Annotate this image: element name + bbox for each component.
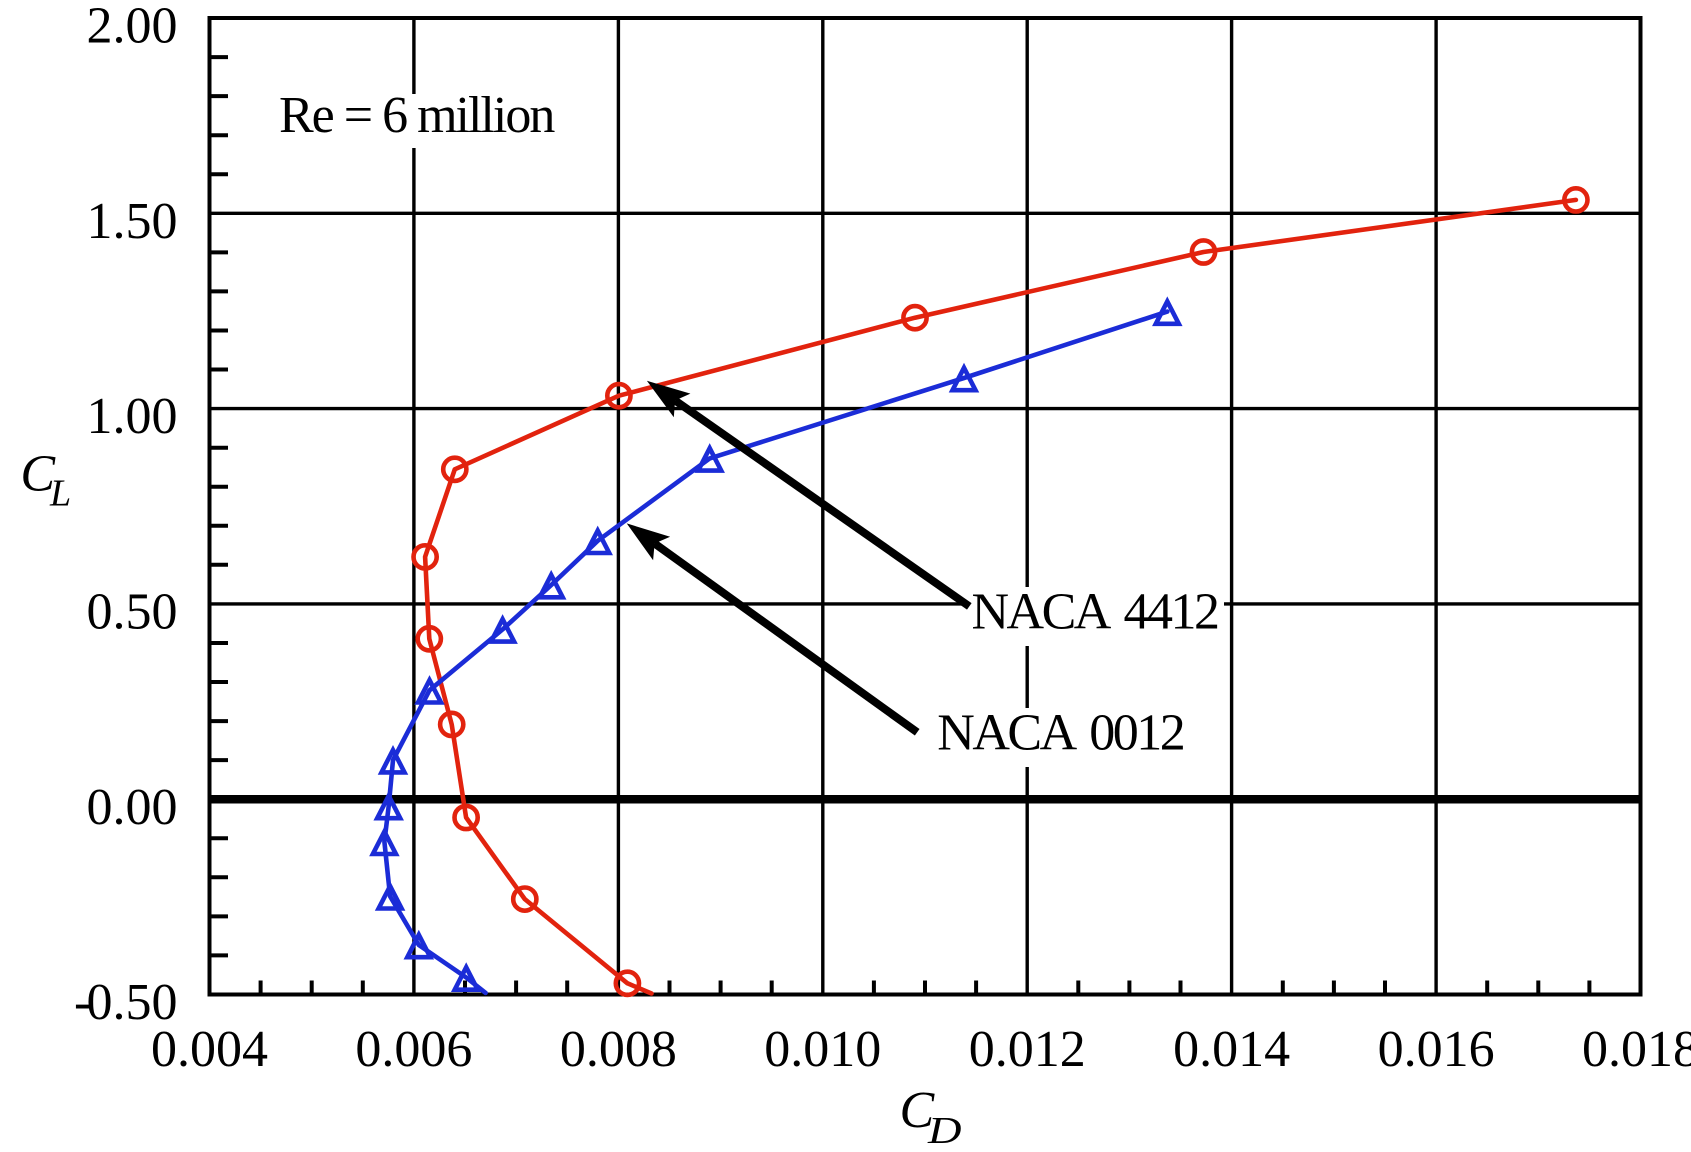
svg-text:0.016: 0.016 bbox=[1378, 1021, 1495, 1078]
svg-text:C: C bbox=[20, 446, 56, 503]
svg-text:0.018: 0.018 bbox=[1582, 1021, 1691, 1078]
svg-text:L: L bbox=[49, 473, 71, 515]
svg-text:0.50: 0.50 bbox=[87, 584, 178, 641]
svg-text:0.004: 0.004 bbox=[151, 1021, 268, 1078]
svg-text:NACA 4412: NACA 4412 bbox=[972, 584, 1218, 641]
svg-text:0.012: 0.012 bbox=[969, 1021, 1086, 1078]
svg-text:0.008: 0.008 bbox=[560, 1021, 677, 1078]
svg-text:0.50: 0.50 bbox=[87, 974, 178, 1031]
svg-text:0.014: 0.014 bbox=[1173, 1021, 1290, 1078]
svg-text:0.010: 0.010 bbox=[764, 1021, 881, 1078]
svg-text:C: C bbox=[900, 1082, 936, 1139]
svg-text:1.00: 1.00 bbox=[87, 388, 178, 445]
svg-text:0.006: 0.006 bbox=[355, 1021, 472, 1078]
svg-text:D: D bbox=[927, 1110, 962, 1152]
svg-text:NACA 0012: NACA 0012 bbox=[937, 705, 1183, 762]
svg-text:Re = 6 million: Re = 6 million bbox=[279, 87, 555, 144]
svg-text:1.50: 1.50 bbox=[87, 193, 178, 250]
svg-text:-: - bbox=[74, 974, 91, 1031]
svg-text:0.00: 0.00 bbox=[87, 779, 178, 836]
svg-text:2.00: 2.00 bbox=[87, 0, 178, 55]
